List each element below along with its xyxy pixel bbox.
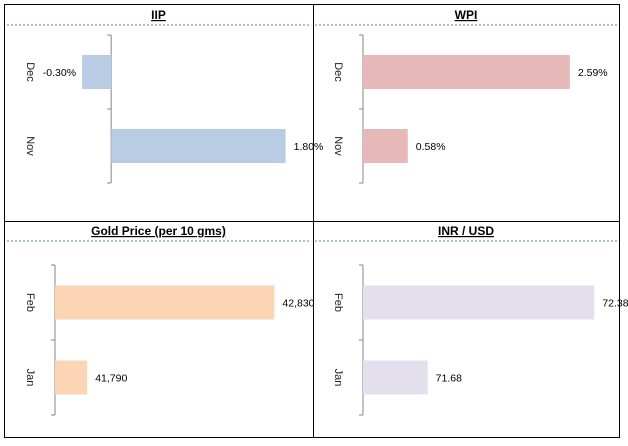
category-label-jan: Jan	[24, 369, 36, 387]
category-label-dec: Dec	[332, 62, 344, 82]
chart-inr-usd: INR / USD Feb 72.38 Jan 71.68	[315, 224, 628, 416]
bar-jan	[55, 360, 88, 395]
category-label-feb: Feb	[332, 293, 344, 312]
bar-nov	[111, 129, 286, 163]
chart-title: INR / USD	[438, 224, 494, 238]
chart-gold-price: Gold Price (per 10 gms) Feb 42,830 Jan 41,79…	[7, 224, 315, 416]
bar-feb	[55, 285, 275, 320]
bar-dec	[82, 55, 112, 89]
bar-nov	[363, 129, 408, 163]
chart-title: Gold Price (per 10 gms)	[91, 224, 226, 238]
data-label-nov: 1.80%	[294, 141, 324, 153]
data-label-nov: 0.58%	[416, 141, 446, 153]
chart-grid	[4, 4, 620, 438]
bar-jan	[363, 360, 428, 395]
category-label-nov: Nov	[332, 136, 344, 156]
data-label-jan: 41,790	[95, 373, 127, 385]
data-label-dec: -0.30%	[43, 67, 76, 79]
chart-title: IIP	[151, 8, 166, 22]
category-label-feb: Feb	[24, 293, 36, 312]
bar-dec	[363, 55, 570, 89]
data-label-dec: 2.59%	[578, 67, 608, 79]
panel-divider-horizontal	[5, 221, 619, 222]
category-label-jan: Jan	[332, 369, 344, 387]
category-label-nov: Nov	[24, 136, 36, 156]
chart-title: WPI	[455, 8, 478, 22]
chart-wpi: WPI Dec 2.59% Nov 0.58%	[315, 8, 617, 184]
data-label-feb: 72.38	[602, 298, 628, 310]
data-label-feb: 42,830	[282, 298, 314, 310]
chart-iip: IIP Dec -0.30% Nov 1.80%	[7, 8, 323, 184]
data-label-jan: 71.68	[436, 373, 462, 385]
category-label-dec: Dec	[24, 62, 36, 82]
bar-feb	[363, 285, 595, 320]
